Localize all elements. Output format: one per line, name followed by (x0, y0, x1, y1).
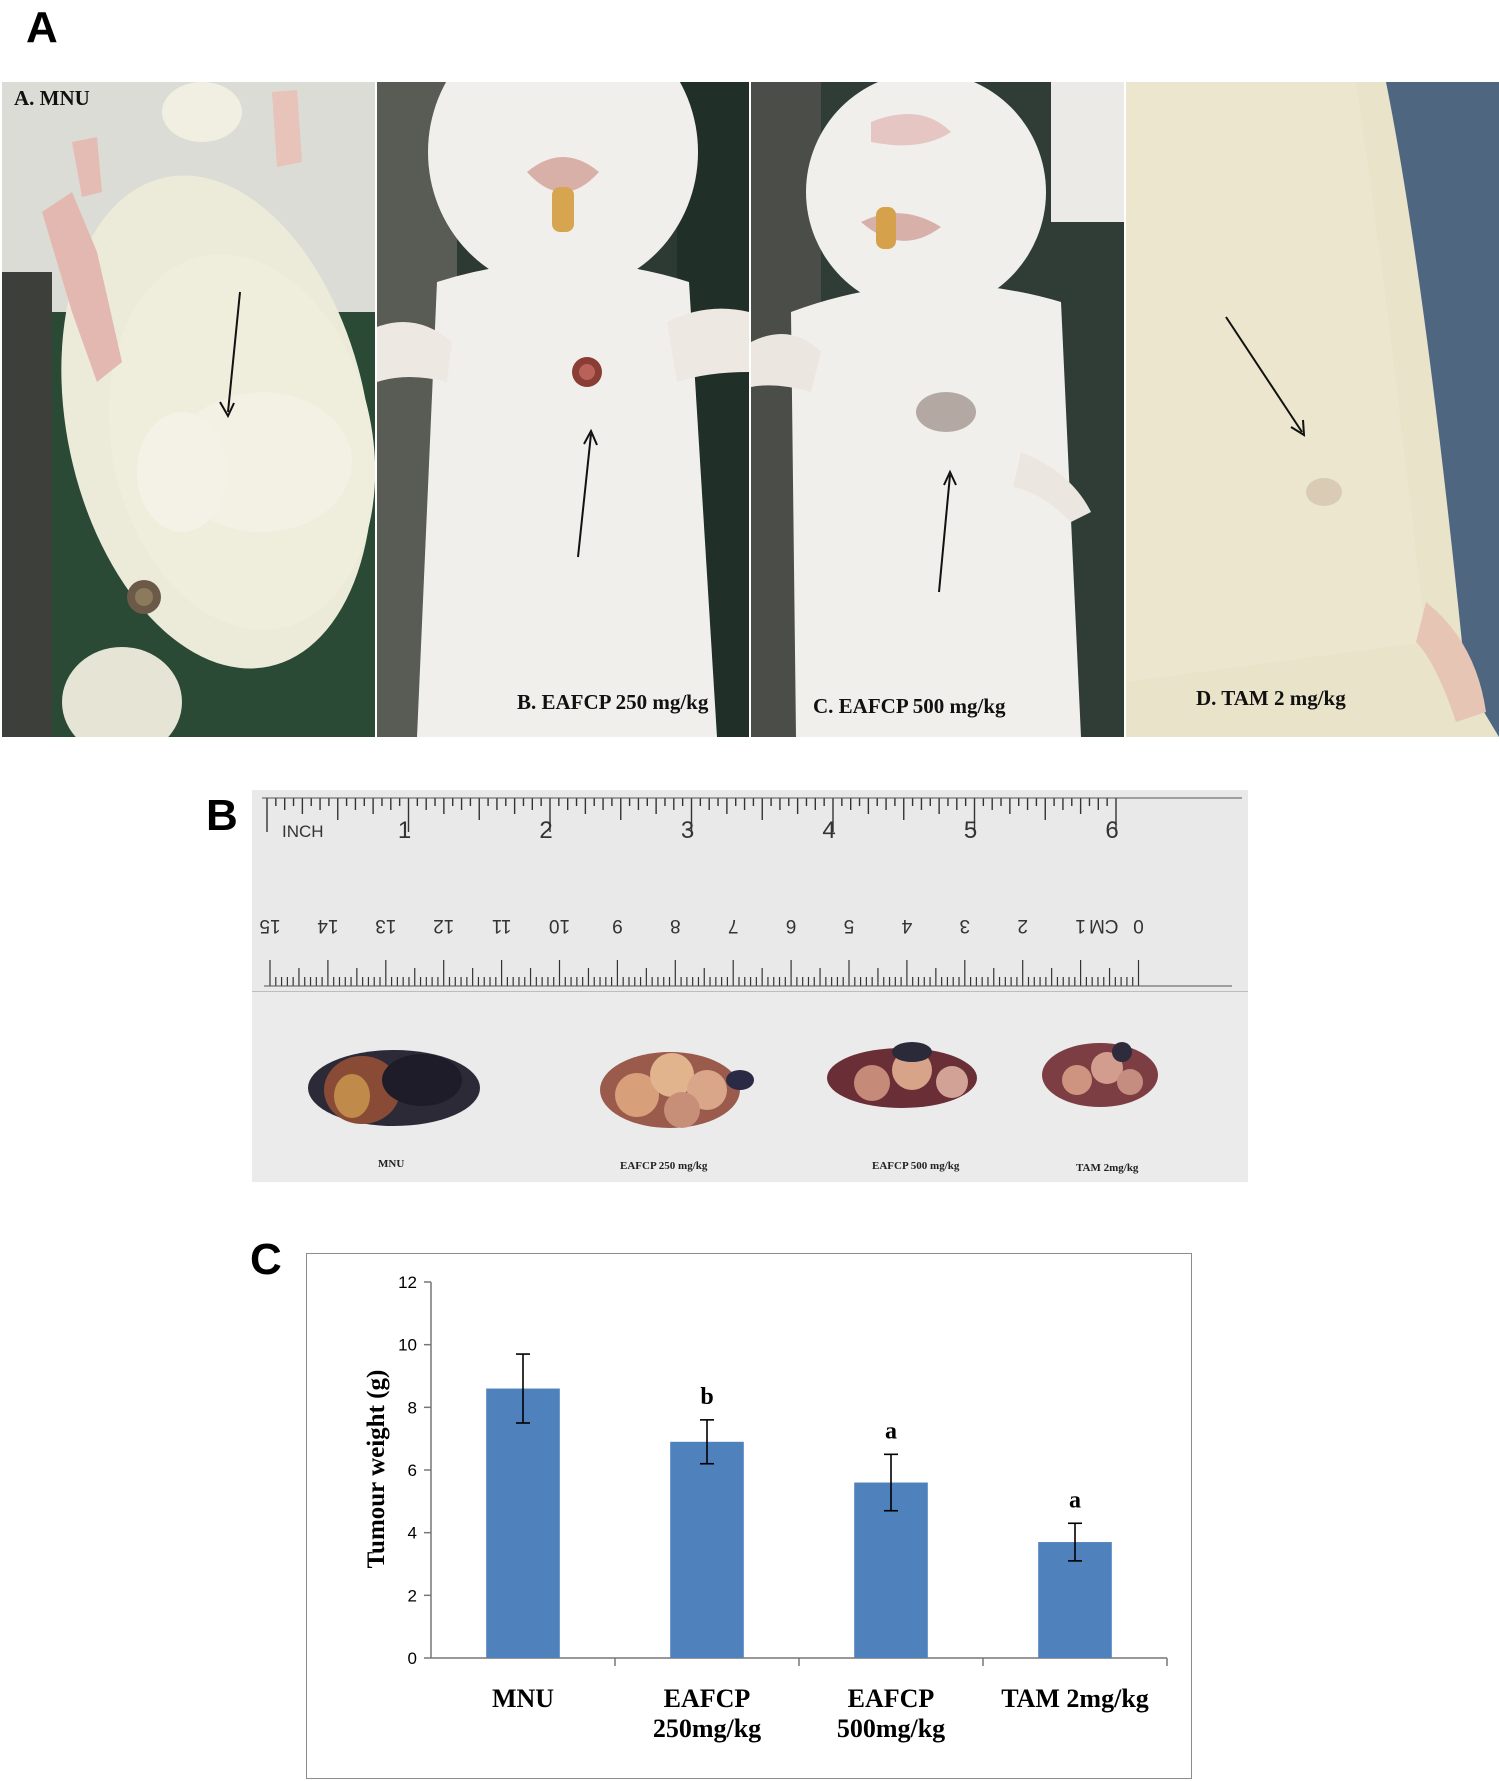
cm-number: 15 (259, 915, 280, 936)
tumour-tam (1042, 1042, 1158, 1107)
rat-eafcp-500-image (751, 82, 1124, 737)
tumour-eafcp-500 (827, 1042, 977, 1108)
cm-number: 0 (1133, 915, 1144, 936)
x-category-label: TAM 2mg/kg (990, 1684, 1160, 1714)
bar (854, 1482, 928, 1658)
photo-tam: D. TAM 2 mg/kg (1126, 82, 1499, 737)
y-tick-label: 0 (408, 1649, 417, 1668)
bar-chart-svg: 0 2 4 6 8 10 12 b a a (398, 1273, 1168, 1668)
inch-number: 6 (1105, 817, 1118, 844)
y-tick-label: 12 (398, 1273, 417, 1292)
photo-mnu: A. MNU (2, 82, 375, 737)
tumour-label-mnu: MNU (378, 1158, 405, 1170)
significance-letter: a (1069, 1487, 1081, 1513)
y-tick-label: 10 (398, 1336, 417, 1355)
cm-number: 8 (670, 915, 681, 936)
significance-letter: b (700, 1384, 713, 1410)
photo-eafcp-500: C. EAFCP 500 mg/kg (751, 82, 1124, 737)
cm-number: 3 (960, 915, 971, 936)
panel-letter-c: C (250, 1235, 282, 1284)
tumour-weight-chart: 0 2 4 6 8 10 12 b a a Tumour weight (g) MNU EAFCP 2… (306, 1253, 1192, 1779)
cm-number: 7 (728, 915, 739, 936)
cm-number: 4 (901, 915, 912, 936)
tumour-label-tam: TAM 2mg/kg (1076, 1162, 1139, 1174)
tumour-eafcp-250 (600, 1052, 754, 1128)
photo-label-tam: D. TAM 2 mg/kg (1196, 686, 1346, 710)
inch-number: 1 (398, 817, 411, 844)
cm-number: 10 (549, 915, 570, 936)
inch-ticks (262, 797, 1242, 832)
y-tick-label: 6 (408, 1461, 417, 1480)
inch-number: 5 (964, 817, 977, 844)
tumour-label-eafcp-250: EAFCP 250 mg/kg (620, 1160, 708, 1172)
x-category-label-line: MNU (491, 1684, 555, 1713)
x-category-label: EAFCP 500mg/kg (806, 1684, 976, 1744)
rat-photo-strip: A. MNU B. EAFCP 250 mg/kg (0, 82, 1499, 737)
tumour-mnu (308, 1050, 480, 1126)
panel-letter-a: A (26, 3, 58, 52)
bar (670, 1441, 744, 1658)
x-category-label-line: EAFCP (663, 1684, 751, 1713)
significance-letter: a (885, 1418, 897, 1444)
rat-mnu-image (2, 82, 375, 737)
x-category-label: MNU (438, 1684, 608, 1714)
cm-number: 5 (844, 915, 855, 936)
y-tick-label: 4 (408, 1524, 417, 1543)
cm-number: 6 (786, 915, 797, 936)
y-tick-label: 8 (408, 1398, 417, 1417)
photo-label-eafcp-250: B. EAFCP 250 mg/kg (517, 690, 709, 714)
x-category-label: EAFCP 250mg/kg (622, 1684, 792, 1744)
cm-number: 12 (433, 915, 454, 936)
photo-eafcp-250: B. EAFCP 250 mg/kg (377, 82, 749, 737)
y-tick-label: 2 (408, 1586, 417, 1605)
inch-label: INCH (282, 822, 324, 841)
cm-number: 11 (492, 915, 512, 936)
inch-number: 4 (822, 817, 835, 844)
cm-number: 1 (1075, 915, 1086, 936)
tumour-label-eafcp-500: EAFCP 500 mg/kg (872, 1160, 960, 1172)
cm-label: CM (1089, 915, 1119, 936)
cm-number: 9 (612, 915, 623, 936)
cm-number: 2 (1017, 915, 1028, 936)
x-category-label-line: TAM 2mg/kg (1001, 1684, 1149, 1713)
x-category-label-line: 500mg/kg (836, 1714, 946, 1743)
inch-number: 2 (539, 817, 552, 844)
photo-label-mnu: A. MNU (14, 86, 90, 110)
cm-number: 14 (317, 915, 339, 936)
cm-ticks (264, 960, 1232, 987)
photo-label-eafcp-500: C. EAFCP 500 mg/kg (813, 694, 1006, 718)
panel-letter-b: B (206, 791, 238, 840)
y-axis-label: Tumour weight (g) (363, 1369, 390, 1569)
x-category-label-line: EAFCP (847, 1684, 935, 1713)
inch-number: 3 (681, 817, 694, 844)
bar (486, 1388, 560, 1658)
rat-tam-image (1126, 82, 1499, 737)
cm-number: 13 (375, 915, 396, 936)
rat-eafcp-250-image (377, 82, 749, 737)
x-category-label-line: 250mg/kg (652, 1714, 762, 1743)
